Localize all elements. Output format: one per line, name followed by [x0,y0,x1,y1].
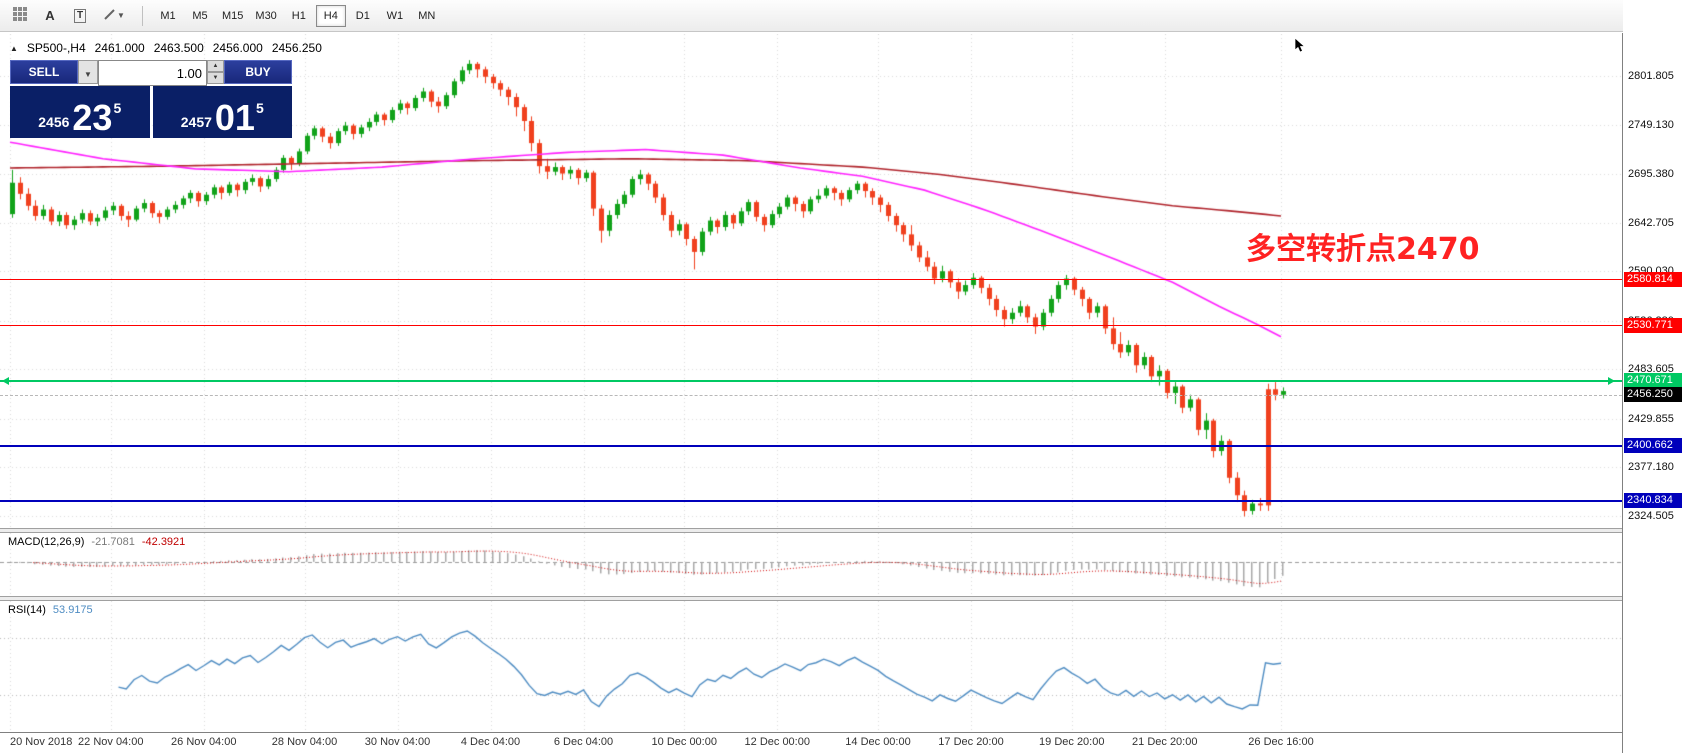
toolbar-separator [142,5,143,26]
time-axis-separator [0,732,1686,733]
price-axis-label: 2377.180 [1628,461,1674,474]
trade-prices-row: 2456 23 5 2457 01 5 [10,86,292,138]
time-axis-label: 12 Dec 00:00 [744,736,810,748]
high-value: 2463.500 [153,41,204,55]
time-axis-label: 14 Dec 00:00 [845,736,911,748]
timeframe-button-M15[interactable]: M15 [217,5,248,27]
chevron-down-icon: ▼ [117,11,125,20]
timeframe-button-M30[interactable]: M30 [250,5,281,27]
volume-increment-button[interactable]: ▲ [207,60,224,72]
sell-price-display[interactable]: 2456 23 5 [10,86,150,138]
volume-stepper: ▲ ▼ [207,60,224,84]
resistance-line-2530[interactable] [0,325,1622,327]
rsi-indicator-pane[interactable] [0,601,1622,732]
symbol-triangle-icon: ▲ [10,43,18,53]
rsi-indicator-title: RSI(14) [8,604,46,616]
price-axis-label: 2642.705 [1628,216,1674,229]
time-axis[interactable]: 20 Nov 2018 22 Nov 04:00 26 Nov 04:00 28 No… [0,733,1622,753]
timeframe-toolbar: M1 M5 M15 M30 H1 H4 D1 W1 MN [153,4,442,27]
text-label-tool-button[interactable]: A [36,4,64,28]
macd-indicator-title: MACD(12,26,9) [8,536,85,548]
time-axis-label: 26 Dec 16:00 [1248,736,1314,748]
macd-label-row: MACD(12,26,9) -21.7081 -42.3921 [8,536,185,548]
price-axis[interactable]: 2456.250 2801.805 2749.130 2695.380 2642.70… [1623,0,1686,753]
time-axis-label: 28 Nov 04:00 [271,736,338,748]
volume-dropdown-button[interactable]: ▼ [78,60,98,84]
time-axis-label: 21 Dec 20:00 [1132,736,1198,748]
price-axis-separator [1622,33,1623,753]
time-axis-label: 19 Dec 20:00 [1039,736,1105,748]
close-value: 2456.250 [271,41,322,55]
timeframe-button-W1[interactable]: W1 [380,5,410,27]
support-line-2400[interactable] [0,444,1622,447]
macd-main-value: -21.7081 [91,536,135,548]
time-axis-label: 20 Nov 2018 [10,736,73,748]
sell-price-pip: 5 [113,100,122,116]
timeframe-button-M5[interactable]: M5 [185,5,215,27]
timeframe-button-D1[interactable]: D1 [348,5,378,27]
open-value: 2461.000 [94,41,145,55]
time-axis-label: 17 Dec 20:00 [938,736,1004,748]
current-price-label: 2456.250 [1624,386,1682,402]
price-line-label-2340.834: 2340.834 [1624,492,1682,508]
shapes-tool-dropdown-button[interactable]: ▼ [96,4,132,28]
price-line-label-2530.771: 2530.771 [1624,317,1682,333]
buy-price-prefix: 2457 [180,114,212,130]
grid-icon [13,7,27,24]
symbol-period-label: SP500-,H4 [26,41,86,55]
time-axis-label: 30 Nov 04:00 [364,736,431,748]
support-line-2340[interactable] [0,499,1622,502]
low-value: 2456.000 [212,41,263,55]
rsi-label-row: RSI(14) 53.9175 [8,604,93,616]
text-box-tool-button[interactable]: T [66,4,94,28]
grid-tool-button[interactable] [6,4,34,28]
buy-price-main: 01 [214,97,255,139]
time-axis-label: 10 Dec 00:00 [651,736,717,748]
trade-controls-row: SELL ▼ ▲ ▼ BUY [10,60,292,86]
sell-button[interactable]: SELL [10,60,78,84]
chevron-down-icon: ▼ [84,69,92,79]
price-axis-label: 2324.505 [1628,510,1674,522]
price-axis-label: 2483.605 [1628,363,1674,376]
rsi-value: 53.9175 [52,604,93,616]
buy-button[interactable]: BUY [224,60,292,84]
price-axis-label: 2429.855 [1628,412,1674,425]
symbol-ohlc-header: ▲ SP500-,H4 2461.000 2463.500 2456.000 2… [10,41,322,55]
price-axis-label: 2801.805 [1628,70,1674,82]
price-axis-label: 2695.380 [1628,168,1674,181]
time-axis-label: 22 Nov 04:00 [78,736,144,748]
time-axis-label: 26 Nov 04:00 [171,736,237,748]
bid-line[interactable] [0,394,1622,396]
buy-price-pip: 5 [255,100,264,116]
volume-decrement-button[interactable]: ▼ [207,72,224,84]
pane-separator[interactable] [0,528,1686,533]
volume-input[interactable] [98,60,207,86]
resistance-line-2580[interactable] [0,279,1622,281]
sell-price-main: 23 [72,97,113,139]
pivot-line-2470[interactable] [0,380,1622,383]
macd-indicator-pane[interactable] [0,533,1622,596]
mouse-cursor-icon [1294,37,1307,59]
chart-text-annotation[interactable]: 多空转折点2470 [1246,232,1480,267]
price-line-label-2400.662: 2400.662 [1624,437,1682,453]
time-axis-label: 4 Dec 04:00 [460,736,521,748]
price-line-label-2580.814: 2580.814 [1624,271,1682,287]
buy-price-display[interactable]: 2457 01 5 [152,86,292,139]
price-line-label-2470.671: 2470.671 [1624,373,1682,389]
toolbar: A T ▼ M1 M5 M15 M30 H1 H4 D1 W1 MN [0,0,1686,32]
time-axis-label: 6 Dec 04:00 [553,736,614,748]
timeframe-button-H1[interactable]: H1 [284,5,314,27]
shapes-icon [103,8,116,24]
macd-signal-value: -42.3921 [141,536,186,548]
one-click-trading-panel: SELL ▼ ▲ ▼ BUY 2456 23 5 2457 01 5 [10,60,292,138]
sell-price-prefix: 2456 [38,114,70,130]
text-box-icon: T [73,8,87,23]
timeframe-button-H4[interactable]: H4 [315,4,346,27]
price-axis-label: 2749.130 [1628,118,1674,131]
pane-separator[interactable] [0,596,1686,601]
timeframe-button-M1[interactable]: M1 [153,5,183,27]
text-label-icon: A [45,8,55,23]
timeframe-button-MN[interactable]: MN [412,5,442,27]
